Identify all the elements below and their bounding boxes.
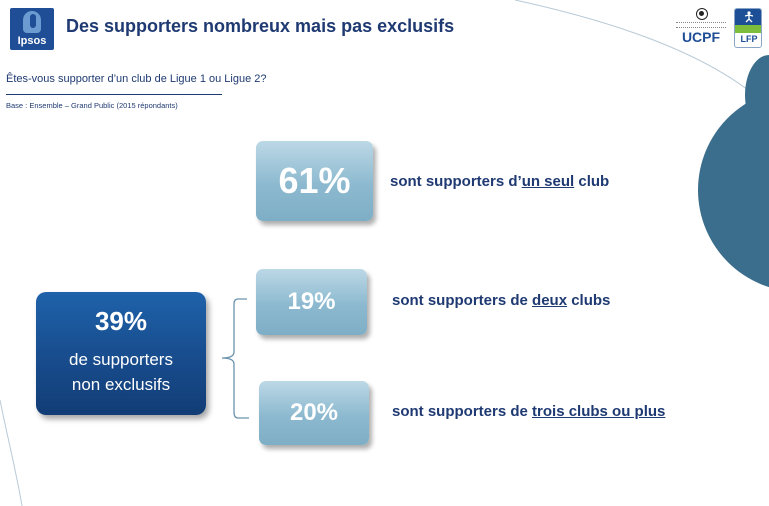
stat-box-one-club: 61% [256,141,373,221]
stat-box-three-plus-clubs: 20% [259,381,369,445]
stat-label-three-plus-clubs: sont supporters de trois clubs ou plus [392,403,665,420]
stat-label-prefix: sont supporters de [392,292,533,309]
ucpf-logo-fineprint [676,22,726,28]
stat-label-two-clubs: sont supporters de deux clubs [392,292,610,309]
ipsos-logo: Ipsos [10,8,54,50]
lfp-logo-banner [735,9,761,25]
question-underline [6,94,222,95]
lfp-logo-text: LFP [740,34,758,44]
ipsos-logo-shape-inner [30,14,36,28]
ucpf-logo: UCPF [676,8,726,45]
stat-label-emphasis: un seul [521,173,575,190]
ucpf-logo-text: UCPF [681,29,721,45]
stat-label-emphasis: trois clubs ou plus [532,403,666,420]
stat-label-prefix: sont supporters d’ [390,173,522,190]
stat-box-two-clubs: 19% [256,269,367,335]
summary-line-2: non exclusifs [71,375,171,394]
stat-label-prefix: sont supporters de [392,403,533,420]
summary-box-non-exclusive: 39% de supporters non exclusifs [36,292,206,415]
football-icon [696,8,708,20]
stat-label-one-club: sont supporters d’un seul club [390,173,609,190]
page-title: Des supporters nombreux mais pas exclusi… [66,16,455,36]
lfp-logo: LFP [734,8,762,48]
summary-value: 39% [94,306,148,336]
lfp-logo-field [735,25,761,33]
summary-line-1: de supporters [69,350,173,369]
stat-label-suffix: clubs [567,292,611,309]
stat-label-suffix: club [574,173,610,190]
stat-label-emphasis: deux [532,292,568,309]
player-icon [744,11,754,23]
survey-question: Êtes-vous supporter d’un club de Ligue 1… [6,73,267,85]
survey-base: Base : Ensemble – Grand Public (2015 rép… [6,101,178,110]
ipsos-logo-text: Ipsos [17,35,47,47]
